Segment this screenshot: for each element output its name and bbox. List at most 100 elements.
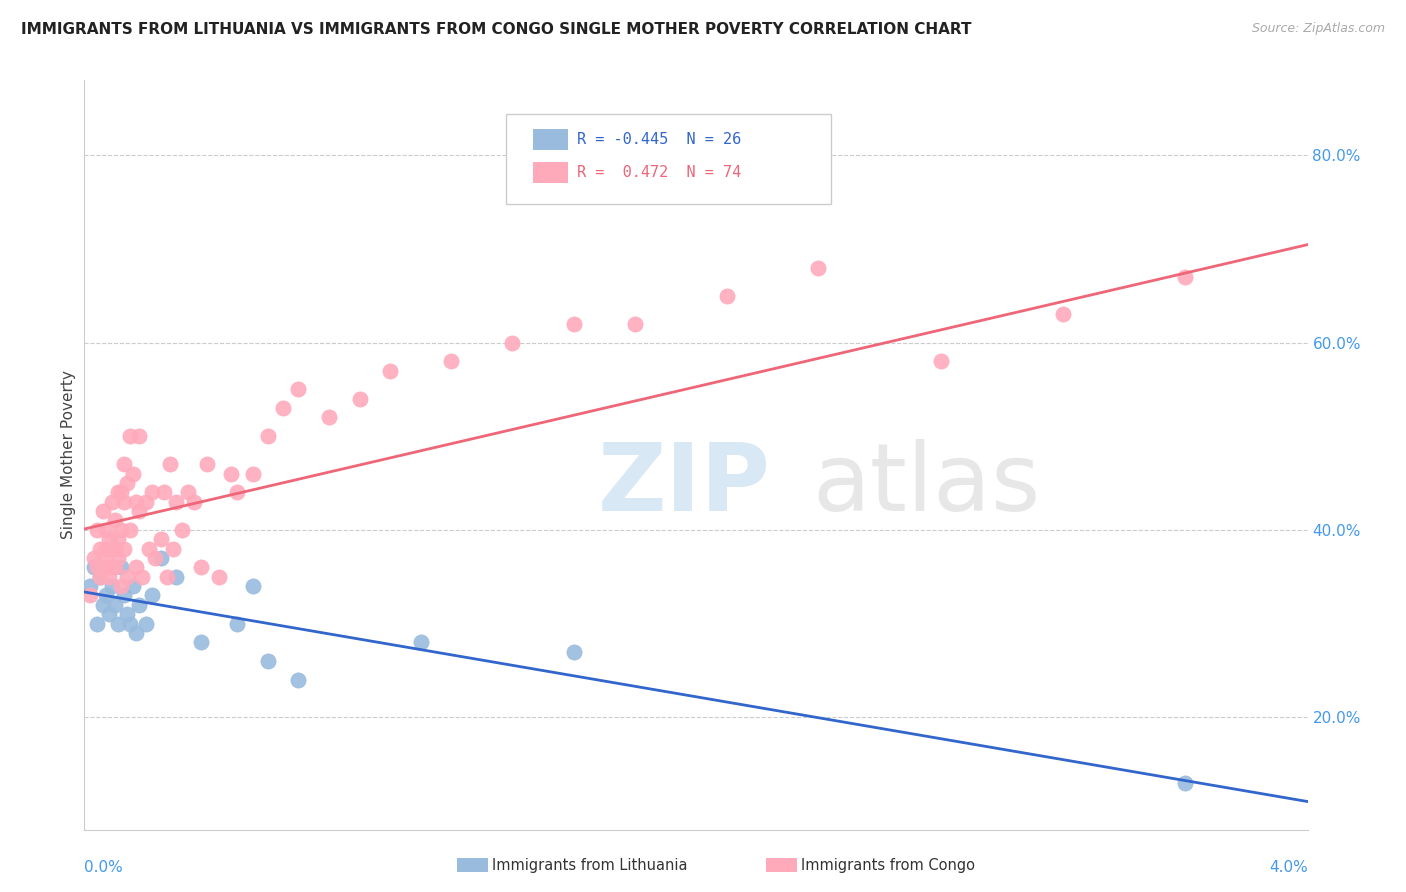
Point xyxy=(125,494,148,508)
Point xyxy=(135,494,157,508)
Point xyxy=(1174,269,1197,284)
Point xyxy=(101,579,124,593)
Point xyxy=(135,616,157,631)
Point xyxy=(141,589,163,603)
Point xyxy=(104,541,127,556)
Text: Immigrants from Lithuania: Immigrants from Lithuania xyxy=(492,858,688,872)
Point xyxy=(86,616,108,631)
Point xyxy=(89,541,111,556)
Point xyxy=(112,541,135,556)
Point xyxy=(104,541,127,556)
Point xyxy=(138,541,160,556)
Point xyxy=(143,551,166,566)
Point xyxy=(94,589,117,603)
Point xyxy=(502,335,524,350)
Point xyxy=(242,467,264,481)
Point xyxy=(1052,307,1074,321)
Point xyxy=(110,485,132,500)
Point xyxy=(79,579,101,593)
Point xyxy=(115,607,138,621)
Point xyxy=(112,494,135,508)
Point xyxy=(242,579,264,593)
Point xyxy=(440,354,463,368)
Point xyxy=(1358,523,1381,537)
Point xyxy=(125,560,148,574)
Point xyxy=(149,532,172,546)
Point xyxy=(624,317,647,331)
Point xyxy=(101,494,124,508)
Point xyxy=(349,392,371,406)
Point xyxy=(165,494,187,508)
Point xyxy=(183,494,205,508)
Point xyxy=(287,382,309,396)
Point xyxy=(97,607,120,621)
Point xyxy=(716,289,738,303)
Point xyxy=(107,616,129,631)
Point xyxy=(110,523,132,537)
Point xyxy=(104,560,127,574)
Point xyxy=(104,598,127,612)
Point xyxy=(104,513,127,527)
Point xyxy=(83,551,105,566)
Point xyxy=(120,616,142,631)
Point xyxy=(226,485,249,500)
Text: atlas: atlas xyxy=(813,439,1040,531)
Point xyxy=(120,429,142,443)
Text: Immigrants from Congo: Immigrants from Congo xyxy=(801,858,976,872)
Point xyxy=(115,570,138,584)
Point xyxy=(89,570,111,584)
Bar xyxy=(533,129,568,150)
Point xyxy=(128,429,150,443)
Point xyxy=(807,260,830,275)
Point xyxy=(318,410,340,425)
Point xyxy=(97,532,120,546)
Point xyxy=(112,457,135,471)
Point xyxy=(94,523,117,537)
Point xyxy=(156,570,179,584)
Text: 4.0%: 4.0% xyxy=(1268,860,1308,874)
Point xyxy=(86,560,108,574)
Point xyxy=(562,317,585,331)
Point xyxy=(115,476,138,491)
Point xyxy=(94,560,117,574)
Point xyxy=(131,570,153,584)
Point xyxy=(79,589,101,603)
Point xyxy=(257,429,280,443)
Point xyxy=(271,401,294,416)
Point xyxy=(141,485,163,500)
Point xyxy=(177,485,200,500)
Point xyxy=(101,541,124,556)
Point xyxy=(219,467,242,481)
Point xyxy=(107,532,129,546)
Text: IMMIGRANTS FROM LITHUANIA VS IMMIGRANTS FROM CONGO SINGLE MOTHER POVERTY CORRELA: IMMIGRANTS FROM LITHUANIA VS IMMIGRANTS … xyxy=(21,22,972,37)
Point xyxy=(122,579,145,593)
Point xyxy=(89,570,111,584)
Point xyxy=(562,644,585,658)
Point xyxy=(208,570,231,584)
Point xyxy=(153,485,176,500)
Point xyxy=(409,635,432,649)
Point xyxy=(380,364,402,378)
Text: ZIP: ZIP xyxy=(598,439,770,531)
Point xyxy=(195,457,218,471)
Bar xyxy=(533,162,568,183)
Point xyxy=(91,504,114,518)
Point xyxy=(929,354,952,368)
Point xyxy=(190,635,212,649)
Point xyxy=(172,523,194,537)
Point xyxy=(287,673,309,687)
Point xyxy=(226,616,249,631)
Point xyxy=(1174,776,1197,790)
Text: R =  0.472  N = 74: R = 0.472 N = 74 xyxy=(578,165,741,180)
Point xyxy=(91,598,114,612)
Point xyxy=(97,570,120,584)
Text: Source: ZipAtlas.com: Source: ZipAtlas.com xyxy=(1251,22,1385,36)
Point xyxy=(149,551,172,566)
Point xyxy=(107,551,129,566)
Point xyxy=(257,654,280,668)
Point xyxy=(83,560,105,574)
Point xyxy=(125,626,148,640)
Point xyxy=(128,504,150,518)
Point xyxy=(128,598,150,612)
Point xyxy=(110,560,132,574)
